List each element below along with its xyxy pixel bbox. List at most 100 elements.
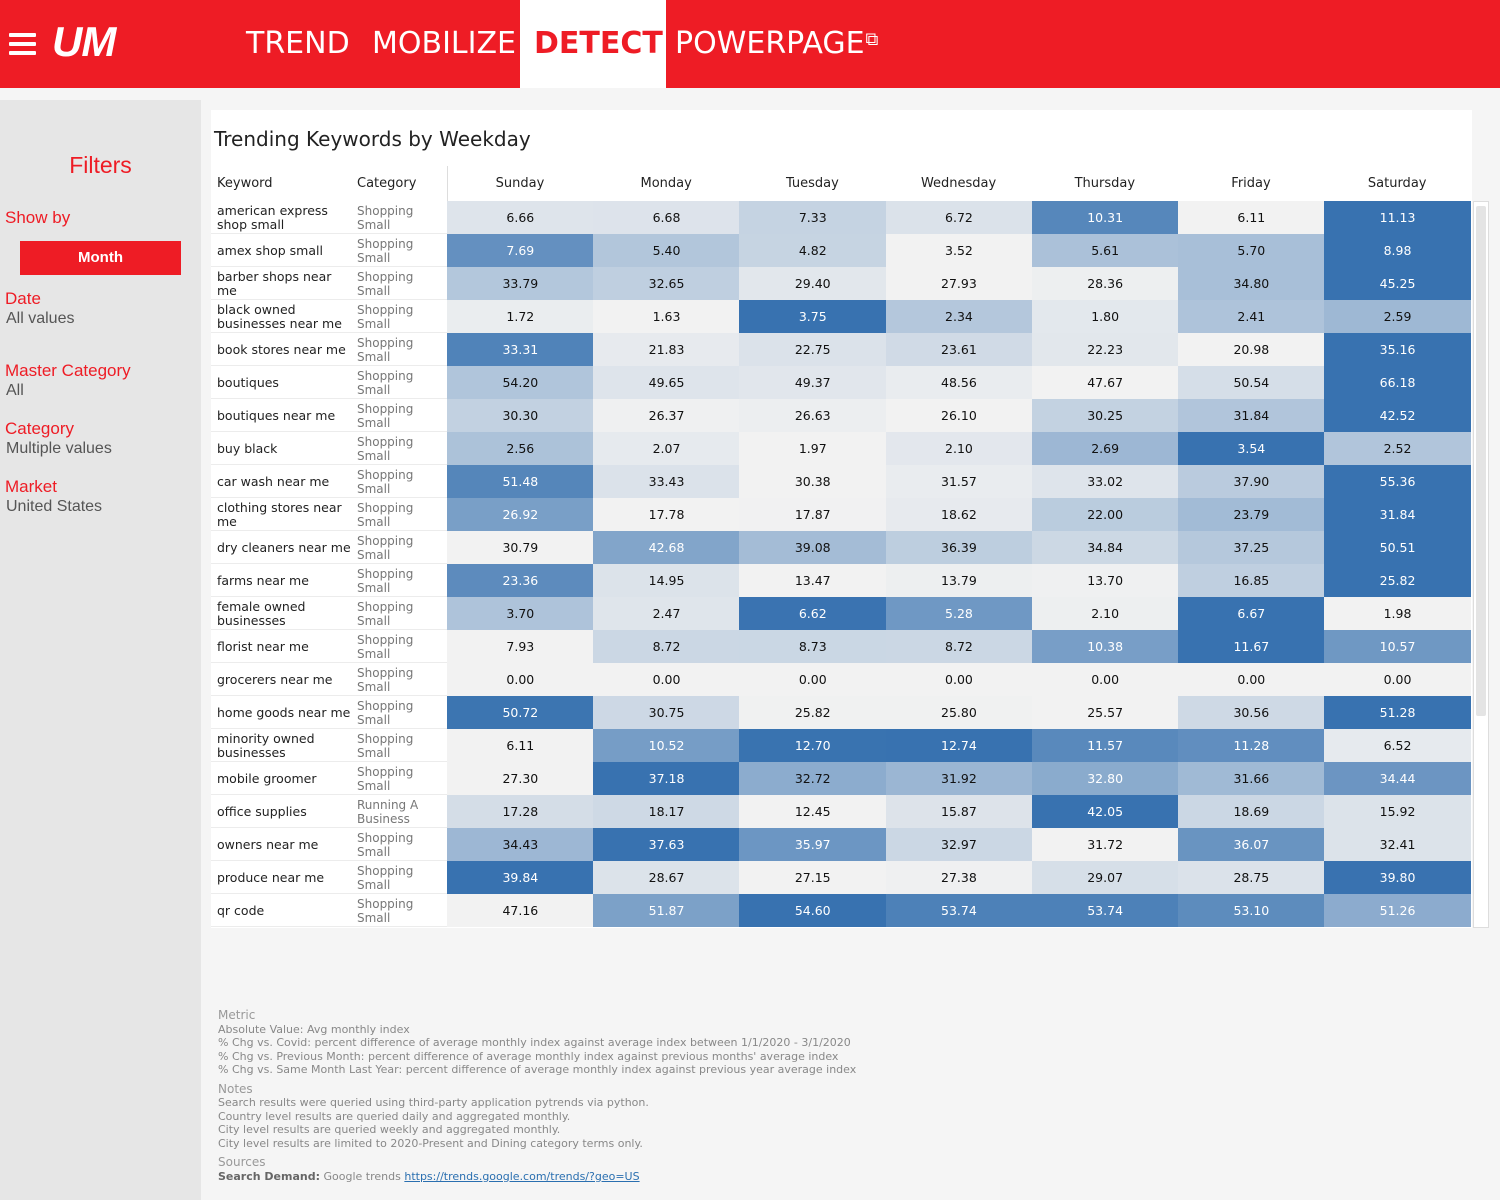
heatmap-cell[interactable]: 31.72 (1031, 828, 1179, 861)
heatmap-cell[interactable]: 2.59 (1324, 300, 1471, 333)
heatmap-cell[interactable]: 18.62 (885, 498, 1033, 531)
heatmap-cell[interactable]: 32.80 (1031, 762, 1179, 795)
heatmap-cell[interactable]: 26.37 (593, 399, 740, 432)
heatmap-cell[interactable]: 30.25 (1031, 399, 1179, 432)
heatmap-cell[interactable]: 11.67 (1178, 630, 1325, 663)
heatmap-cell[interactable]: 6.72 (885, 201, 1033, 234)
heatmap-cell[interactable]: 49.37 (739, 366, 887, 399)
heatmap-cell[interactable]: 35.16 (1324, 333, 1471, 366)
tab-trend[interactable]: TREND (246, 26, 350, 61)
heatmap-cell[interactable]: 0.00 (885, 663, 1033, 696)
filter-market-value[interactable]: United States (6, 498, 103, 515)
google-trends-link[interactable]: https://trends.google.com/trends/?geo=US (404, 1169, 640, 1183)
heatmap-cell[interactable]: 31.66 (1178, 762, 1325, 795)
heatmap-cell[interactable]: 31.84 (1178, 399, 1325, 432)
heatmap-cell[interactable]: 26.92 (447, 498, 594, 531)
heatmap-cell[interactable]: 35.97 (739, 828, 887, 861)
heatmap-cell[interactable]: 25.82 (1324, 564, 1471, 597)
filter-category-label[interactable]: Category (5, 419, 74, 438)
heatmap-cell[interactable]: 13.70 (1031, 564, 1179, 597)
heatmap-cell[interactable]: 6.67 (1178, 597, 1325, 630)
heatmap-cell[interactable]: 37.90 (1178, 465, 1325, 498)
heatmap-cell[interactable]: 23.61 (885, 333, 1033, 366)
heatmap-cell[interactable]: 42.05 (1031, 795, 1179, 828)
heatmap-cell[interactable]: 12.70 (739, 729, 887, 762)
scrollbar-thumb[interactable] (1476, 206, 1486, 716)
heatmap-cell[interactable]: 5.28 (885, 597, 1033, 630)
heatmap-cell[interactable]: 18.69 (1178, 795, 1325, 828)
heatmap-cell[interactable]: 53.74 (1031, 894, 1179, 927)
heatmap-cell[interactable]: 27.93 (885, 267, 1033, 300)
heatmap-cell[interactable]: 7.33 (739, 201, 887, 234)
heatmap-cell[interactable]: 42.68 (593, 531, 740, 564)
heatmap-cell[interactable]: 51.87 (593, 894, 740, 927)
heatmap-cell[interactable]: 34.44 (1324, 762, 1471, 795)
heatmap-cell[interactable]: 54.20 (447, 366, 594, 399)
heatmap-cell[interactable]: 3.70 (447, 597, 594, 630)
heatmap-cell[interactable]: 36.39 (885, 531, 1033, 564)
heatmap-cell[interactable]: 7.69 (447, 234, 594, 267)
heatmap-cell[interactable]: 22.00 (1031, 498, 1179, 531)
heatmap-cell[interactable]: 30.75 (593, 696, 740, 729)
heatmap-cell[interactable]: 30.79 (447, 531, 594, 564)
heatmap-cell[interactable]: 10.38 (1031, 630, 1179, 663)
heatmap-cell[interactable]: 0.00 (739, 663, 887, 696)
heatmap-cell[interactable]: 30.30 (447, 399, 594, 432)
heatmap-cell[interactable]: 2.47 (593, 597, 740, 630)
heatmap-cell[interactable]: 10.52 (593, 729, 740, 762)
heatmap-cell[interactable]: 33.79 (447, 267, 594, 300)
heatmap-cell[interactable]: 1.63 (593, 300, 740, 333)
heatmap-cell[interactable]: 0.00 (447, 663, 594, 696)
heatmap-cell[interactable]: 47.67 (1031, 366, 1179, 399)
heatmap-cell[interactable]: 32.97 (885, 828, 1033, 861)
heatmap-cell[interactable]: 2.52 (1324, 432, 1471, 465)
heatmap-cell[interactable]: 39.08 (739, 531, 887, 564)
heatmap-cell[interactable]: 6.68 (593, 201, 740, 234)
tab-mobilize[interactable]: MOBILIZE (372, 26, 516, 61)
heatmap-cell[interactable]: 32.72 (739, 762, 887, 795)
heatmap-cell[interactable]: 11.57 (1031, 729, 1179, 762)
heatmap-cell[interactable]: 0.00 (1324, 663, 1471, 696)
heatmap-cell[interactable]: 5.70 (1178, 234, 1325, 267)
heatmap-cell[interactable]: 1.97 (739, 432, 887, 465)
filter-master-category-label[interactable]: Master Category (5, 361, 131, 380)
heatmap-cell[interactable]: 0.00 (1031, 663, 1179, 696)
heatmap-cell[interactable]: 32.65 (593, 267, 740, 300)
heatmap-cell[interactable]: 37.25 (1178, 531, 1325, 564)
heatmap-cell[interactable]: 3.75 (739, 300, 887, 333)
heatmap-cell[interactable]: 14.95 (593, 564, 740, 597)
heatmap-cell[interactable]: 2.69 (1031, 432, 1179, 465)
heatmap-cell[interactable]: 34.84 (1031, 531, 1179, 564)
heatmap-cell[interactable]: 47.16 (447, 894, 594, 927)
heatmap-cell[interactable]: 27.30 (447, 762, 594, 795)
heatmap-cell[interactable]: 53.10 (1178, 894, 1325, 927)
filter-category-value[interactable]: Multiple values (6, 440, 112, 457)
heatmap-cell[interactable]: 21.83 (593, 333, 740, 366)
heatmap-cell[interactable]: 1.80 (1031, 300, 1179, 333)
heatmap-cell[interactable]: 13.47 (739, 564, 887, 597)
heatmap-cell[interactable]: 31.84 (1324, 498, 1471, 531)
um-logo[interactable]: UM (52, 18, 116, 65)
heatmap-cell[interactable]: 29.40 (739, 267, 887, 300)
heatmap-cell[interactable]: 0.00 (1178, 663, 1325, 696)
heatmap-cell[interactable]: 54.60 (739, 894, 887, 927)
heatmap-cell[interactable]: 45.25 (1324, 267, 1471, 300)
heatmap-cell[interactable]: 2.10 (1031, 597, 1179, 630)
heatmap-cell[interactable]: 30.38 (739, 465, 887, 498)
heatmap-cell[interactable]: 66.18 (1324, 366, 1471, 399)
heatmap-cell[interactable]: 2.41 (1178, 300, 1325, 333)
heatmap-cell[interactable]: 0.00 (593, 663, 740, 696)
vertical-scrollbar[interactable] (1473, 201, 1489, 928)
heatmap-cell[interactable]: 51.26 (1324, 894, 1471, 927)
heatmap-cell[interactable]: 18.17 (593, 795, 740, 828)
heatmap-cell[interactable]: 6.62 (739, 597, 887, 630)
heatmap-cell[interactable]: 29.07 (1031, 861, 1179, 894)
heatmap-cell[interactable]: 10.57 (1324, 630, 1471, 663)
heatmap-cell[interactable]: 33.02 (1031, 465, 1179, 498)
menu-icon[interactable] (9, 33, 36, 55)
heatmap-cell[interactable]: 12.74 (885, 729, 1033, 762)
heatmap-cell[interactable]: 3.54 (1178, 432, 1325, 465)
heatmap-cell[interactable]: 8.72 (593, 630, 740, 663)
heatmap-cell[interactable]: 50.54 (1178, 366, 1325, 399)
heatmap-cell[interactable]: 22.75 (739, 333, 887, 366)
